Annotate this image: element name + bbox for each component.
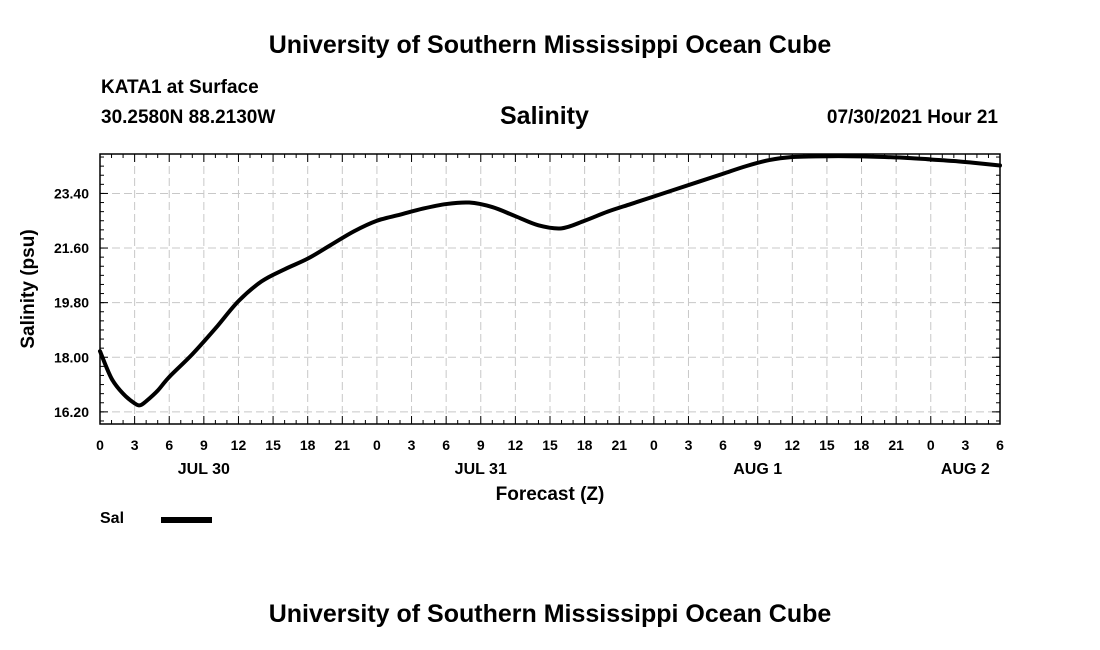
x-tick-label: 15 [819, 437, 835, 453]
page-title: University of Southern Mississippi Ocean… [268, 31, 832, 59]
axis-labels: 0 3 6 9 12 15 18 21 0 3 6 9 12 15 18 21 0 3 6 9 12 15 18 21 0 3 6 1… [18, 185, 1004, 505]
x-tick-label: 3 [408, 437, 416, 453]
plot-frame [99, 153, 1001, 425]
legend-swatch [161, 517, 212, 523]
y-tick-label: 18.00 [54, 349, 89, 365]
x-tick-label: 0 [927, 437, 935, 453]
x-tick-label: 6 [996, 437, 1004, 453]
date-label: AUG 2 [941, 461, 990, 478]
y-axis-label: Salinity (psu) [18, 229, 39, 348]
x-tick-label: 21 [888, 437, 904, 453]
x-tick-label: 0 [373, 437, 381, 453]
coordinates-label: 30.2580N 88.2130W [101, 107, 276, 128]
grid-lines [100, 154, 1000, 424]
x-tick-label: 21 [611, 437, 627, 453]
x-tick-label: 3 [131, 437, 139, 453]
y-tick-label: 16.20 [54, 404, 89, 420]
x-tick-label: 12 [508, 437, 524, 453]
x-tick-label: 12 [231, 437, 247, 453]
series-layer [98, 154, 1002, 408]
chart-title: Salinity [500, 102, 589, 130]
x-tick-label: 6 [719, 437, 727, 453]
x-tick-label: 3 [961, 437, 969, 453]
x-tick-label: 21 [335, 437, 351, 453]
x-tick-label: 9 [200, 437, 208, 453]
forecast-datetime: 07/30/2021 Hour 21 [826, 107, 998, 128]
x-tick-label: 6 [442, 437, 450, 453]
x-tick-label: 18 [300, 437, 316, 453]
x-tick-label: 12 [785, 437, 801, 453]
y-tick-label: 19.80 [54, 295, 89, 311]
x-tick-label: 9 [477, 437, 485, 453]
date-label: JUL 31 [455, 461, 507, 478]
series-line-sal [98, 154, 1002, 408]
x-tick-label: 0 [96, 437, 104, 453]
y-tick-label: 23.40 [54, 185, 89, 201]
x-tick-label: 3 [685, 437, 693, 453]
date-label: AUG 1 [733, 461, 782, 478]
x-tick-label: 0 [650, 437, 658, 453]
x-tick-label: 15 [265, 437, 281, 453]
x-tick-label: 18 [577, 437, 593, 453]
legend-label: Sal [100, 510, 125, 527]
x-tick-label: 6 [165, 437, 173, 453]
x-tick-label: 15 [542, 437, 558, 453]
x-tick-label: 18 [854, 437, 870, 453]
station-label: KATA1 at Surface [101, 77, 259, 98]
footer-title: University of Southern Mississippi Ocean… [268, 600, 832, 628]
y-tick-label: 21.60 [54, 240, 89, 256]
date-label: JUL 30 [178, 461, 230, 478]
chart-axes [99, 153, 1001, 425]
x-tick-label: 9 [754, 437, 762, 453]
x-axis-label: Forecast (Z) [496, 484, 605, 505]
